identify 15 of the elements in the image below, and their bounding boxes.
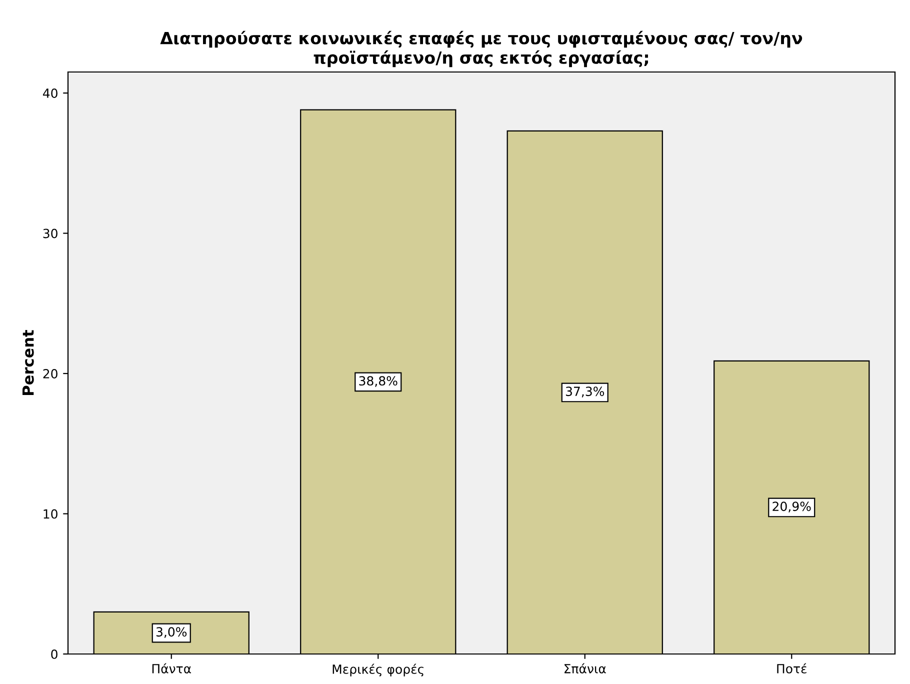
- x-tick-label: Σπάνια: [564, 663, 606, 674]
- x-tick-label: Μερικές φορές: [332, 664, 424, 676]
- x-tick-label: Πάντα: [152, 663, 191, 674]
- data-label: 3,0%: [156, 627, 187, 638]
- y-tick-label: 10: [44, 509, 58, 519]
- x-tick-label: Ποτέ: [777, 663, 806, 674]
- y-tick-label: 40: [42, 88, 58, 98]
- data-label: 20,9%: [772, 502, 811, 512]
- y-axis-title: Percent: [22, 330, 34, 395]
- chart-title: Διατηρούσατε κοινωνικές επαφές με τους υφισταμένους σας/ τον/ην προϊστάμενο/η σας εκτός εργασίας;: [160, 30, 802, 68]
- y-tick-label: 0: [51, 649, 58, 659]
- data-label: 37,3%: [566, 386, 604, 398]
- data-label: 38,8%: [359, 376, 398, 387]
- y-tick-label: 30: [43, 228, 58, 238]
- y-tick-label: 20: [43, 368, 58, 378]
